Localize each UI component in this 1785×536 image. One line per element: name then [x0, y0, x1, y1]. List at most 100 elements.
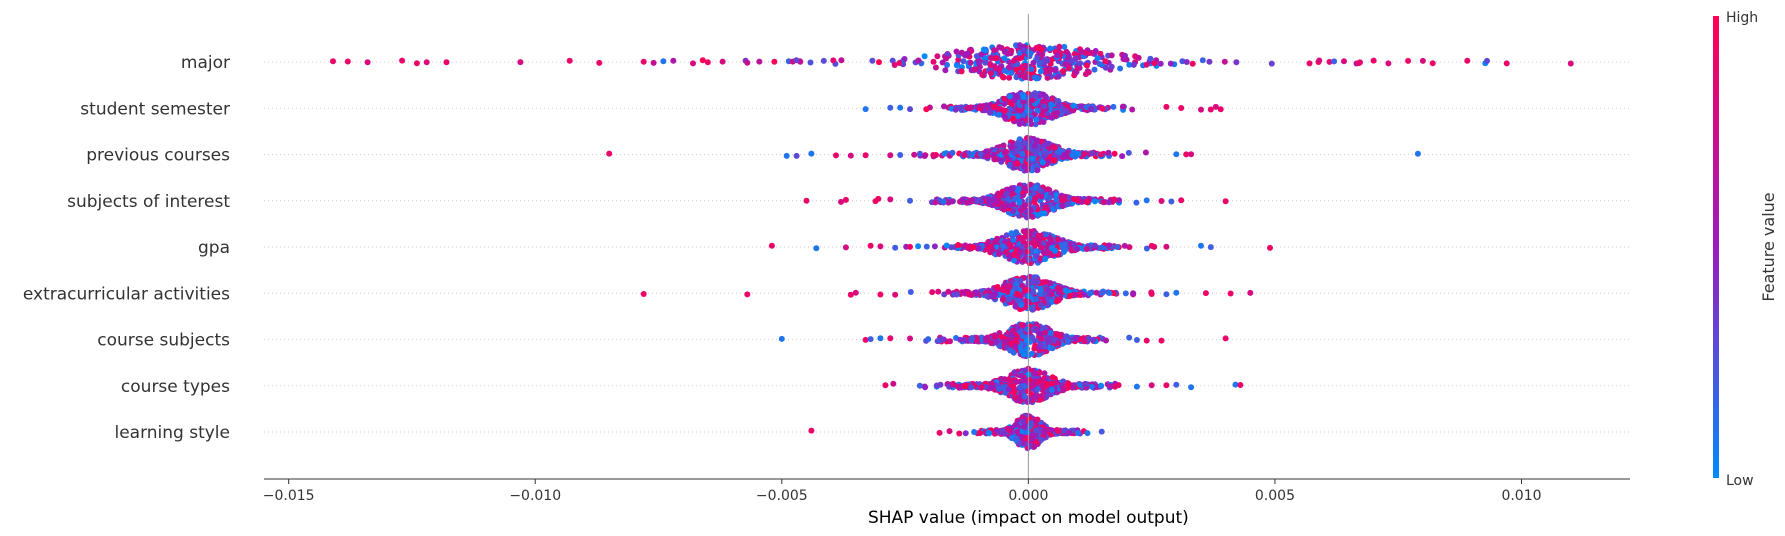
shap-point [1021, 393, 1028, 400]
shap-point [1036, 187, 1043, 193]
shap-point [911, 151, 918, 158]
shap-point [1111, 196, 1118, 203]
shap-point [1094, 55, 1101, 62]
shap-point [1017, 277, 1024, 284]
shap-point [987, 70, 994, 77]
shap-point [1022, 367, 1028, 374]
shap-point [993, 55, 1000, 62]
shap-point [1206, 58, 1213, 65]
shap-outlier-point [1227, 290, 1234, 297]
shap-point [1199, 57, 1206, 64]
shap-point [1055, 98, 1062, 105]
shap-outlier-point [606, 150, 613, 157]
shap-point [1055, 340, 1062, 347]
shap-point [984, 153, 991, 160]
shap-outlier-point [887, 335, 894, 342]
shap-point [1032, 393, 1039, 400]
shap-point [1006, 161, 1013, 168]
x-tick-label: 0.005 [1255, 488, 1295, 504]
shap-outlier-point [793, 152, 800, 159]
shap-point [1002, 114, 1009, 121]
shap-point [1013, 229, 1020, 236]
shap-point [996, 251, 1002, 257]
shap-outlier-point [1355, 60, 1362, 67]
shap-point [967, 59, 974, 66]
shap-point [1088, 49, 1095, 56]
shap-point [1024, 435, 1031, 442]
shap-point [979, 71, 986, 78]
shap-point [1038, 335, 1045, 342]
shap-outlier-point [778, 335, 785, 342]
shap-point [986, 430, 992, 436]
shap-point [1083, 381, 1090, 388]
shap-point [1019, 282, 1026, 289]
shap-outlier-point [882, 382, 889, 389]
shap-point [962, 52, 969, 59]
shap-point [1142, 149, 1149, 156]
shap-point [1072, 335, 1079, 342]
shap-point [1043, 68, 1050, 75]
shap-point [1042, 329, 1048, 336]
shap-outlier-point [1183, 151, 1190, 158]
shap-point [932, 199, 939, 206]
shap-point [1014, 428, 1021, 435]
shap-point [1049, 245, 1056, 252]
colorbar-low-label: Low [1726, 473, 1754, 489]
shap-point [1038, 244, 1045, 251]
shap-point [921, 153, 928, 159]
shap-point [1001, 55, 1008, 62]
shap-point [922, 384, 929, 391]
shap-point [945, 288, 952, 295]
shap-point [1029, 155, 1036, 162]
shap-outlier-point [1163, 103, 1170, 110]
shap-outlier-point [803, 197, 810, 204]
shap-point [1167, 60, 1174, 67]
shap-outlier-point [1173, 381, 1180, 388]
shap-point [1085, 336, 1092, 343]
shap-point [1048, 101, 1055, 108]
shap-outlier-point [1178, 197, 1185, 204]
shap-point [1078, 48, 1085, 55]
colorbar: High Low Feature value [1713, 10, 1778, 489]
shap-point [1042, 256, 1049, 262]
shap-point [1034, 326, 1041, 333]
shap-point [1106, 290, 1113, 296]
shap-point [1100, 199, 1107, 206]
shap-outlier-point [344, 58, 351, 65]
shap-point [948, 198, 955, 205]
shap-point [1029, 213, 1036, 220]
shap-point [1049, 345, 1056, 352]
shap-point [1110, 290, 1117, 297]
shap-outlier-point [1222, 198, 1229, 205]
shap-point [1009, 327, 1016, 334]
shap-point [1013, 92, 1020, 99]
shap-point [1011, 149, 1018, 156]
shap-outlier-point [1222, 335, 1229, 342]
shap-point [756, 58, 763, 65]
shap-point [1032, 149, 1039, 156]
shap-outlier-point [808, 427, 815, 434]
shap-point [972, 66, 979, 73]
shap-point [1021, 257, 1028, 264]
shap-point [1130, 61, 1137, 68]
shap-point [959, 196, 966, 203]
shap-point [976, 63, 983, 70]
shap-point [955, 242, 962, 249]
shap-point [1041, 325, 1048, 331]
shap-point [1034, 416, 1041, 423]
shap-outlier-point [1247, 289, 1254, 296]
shap-point [1117, 65, 1124, 72]
shap-point [1027, 50, 1034, 57]
shap-point [1121, 242, 1128, 249]
shap-point [1001, 338, 1008, 345]
shap-point [1020, 351, 1027, 358]
shap-point [1030, 59, 1037, 66]
shap-point [1007, 347, 1014, 354]
shap-point [1047, 45, 1054, 52]
shap-point [1039, 51, 1046, 58]
shap-outlier-point [877, 243, 884, 250]
shap-point [1034, 167, 1041, 174]
shap-point [1020, 94, 1027, 101]
shap-point [1006, 93, 1013, 100]
shap-point [1055, 73, 1062, 80]
